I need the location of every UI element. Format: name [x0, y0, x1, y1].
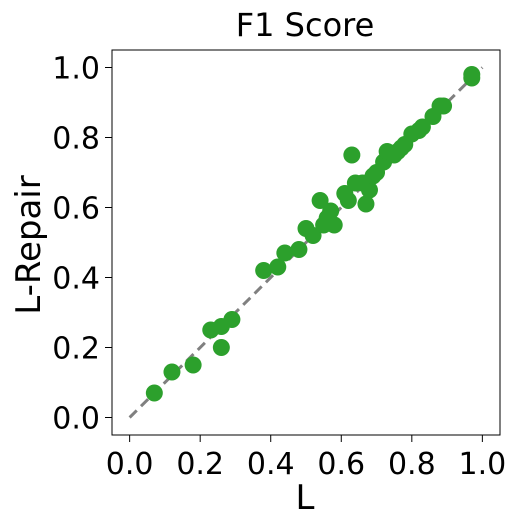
data-point	[212, 339, 230, 356]
data-point	[311, 192, 329, 209]
data-point	[276, 244, 294, 262]
y-tick-label: 0.8	[52, 122, 100, 157]
data-point	[145, 384, 163, 402]
data-point	[435, 97, 453, 115]
data-point	[223, 311, 241, 328]
y-axis: 0.0 0.2 0.4 0.6 0.8 1.0	[52, 52, 112, 437]
y-tick-label: 0.2	[52, 332, 100, 367]
data-point	[360, 181, 378, 199]
data-point	[325, 216, 343, 234]
data-point	[255, 262, 273, 279]
data-point	[184, 356, 202, 374]
y-tick-label: 0.6	[52, 192, 100, 227]
data-point	[163, 363, 181, 381]
y-tick-label: 0.0	[52, 402, 100, 437]
data-point	[290, 241, 308, 258]
x-tick-label: 0.6	[317, 447, 365, 482]
x-axis-label: L	[296, 478, 315, 518]
x-axis: 0.0 0.2 0.4 0.6 0.8 1.0	[106, 435, 506, 482]
data-point	[322, 202, 340, 220]
x-tick-label: 0.4	[247, 447, 295, 482]
data-point	[413, 118, 431, 136]
x-tick-label: 0.8	[388, 447, 436, 482]
plot-frame	[111, 49, 501, 436]
data-point	[343, 146, 361, 164]
data-point	[357, 195, 375, 213]
data-point	[463, 66, 481, 83]
chart-title: F1 Score	[236, 6, 375, 44]
x-tick-label: 1.0	[459, 447, 507, 482]
x-tick-label: 0.2	[176, 447, 224, 482]
y-axis-label: L-Repair	[9, 175, 49, 314]
data-point	[269, 258, 287, 276]
data-point	[339, 192, 357, 209]
y-tick-label: 1.0	[52, 52, 100, 87]
x-tick-label: 0.0	[106, 447, 154, 482]
plot-area	[128, 66, 484, 419]
data-point	[304, 227, 322, 244]
y-tick-label: 0.4	[52, 262, 100, 297]
